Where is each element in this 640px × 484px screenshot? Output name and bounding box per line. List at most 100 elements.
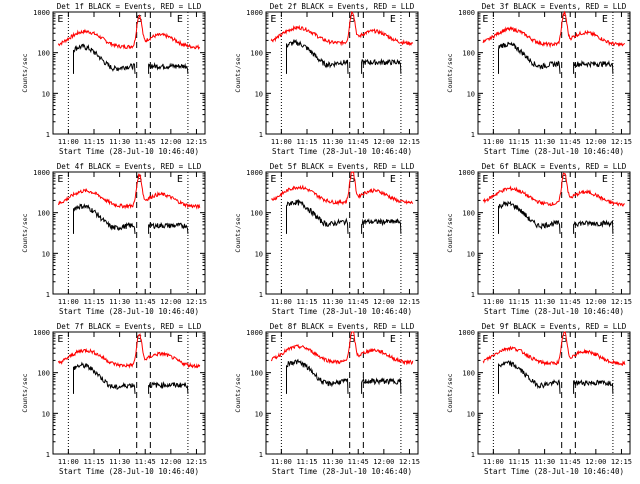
ytick-label: 1 [46, 451, 50, 459]
panel-det-9: Det 9f BLACK = Events, RED = LLD 1 10 100 10… [446, 322, 632, 476]
xtick-label: 12:00 [160, 298, 181, 306]
panel-det-6: Det 6f BLACK = Events, RED = LLD 1 10 100 10… [446, 162, 632, 316]
xtick-label: 12:15 [186, 458, 207, 466]
series-events-line [286, 198, 349, 234]
ytick-label: 100 [37, 210, 50, 218]
ytick-label: 1 [259, 131, 263, 139]
xtick-label: 11:30 [109, 138, 130, 146]
plot-frame [52, 171, 206, 295]
ytick-label: 1 [259, 451, 263, 459]
series-lld-line [57, 173, 201, 210]
marker-label: E [177, 174, 183, 185]
y-axis-label: Counts/sec [446, 53, 454, 92]
xtick-label: 11:15 [508, 138, 529, 146]
ytick-label: 1000 [458, 329, 475, 337]
marker-label: S [136, 174, 142, 185]
xtick-label: 11:30 [109, 298, 130, 306]
series-events-line [73, 43, 136, 74]
xtick-label: 11:45 [135, 458, 156, 466]
panel-det-3: Det 3f BLACK = Events, RED = LLD 1 10 100 10… [446, 2, 632, 156]
xtick-label: 11:30 [534, 458, 555, 466]
plot-frame [52, 11, 206, 135]
ytick-label: 100 [462, 210, 475, 218]
ytick-label: 100 [462, 370, 475, 378]
ytick-label: 10 [255, 90, 263, 98]
panel-det-1: Det 1f BLACK = Events, RED = LLD 1 10 100 10… [21, 2, 207, 156]
marker-label: S [561, 334, 567, 345]
plot-frame [265, 331, 419, 455]
marker-label: S [349, 14, 355, 25]
series-lld-line [270, 10, 414, 47]
series-lld-line [482, 331, 626, 367]
xtick-label: 11:00 [483, 458, 504, 466]
series-events-line [286, 358, 349, 394]
ytick-label: 1 [471, 451, 475, 459]
marker-label: S [136, 14, 142, 25]
xtick-label: 11:30 [534, 138, 555, 146]
ytick-label: 1000 [246, 329, 263, 337]
xtick-label: 11:45 [135, 298, 156, 306]
xtick-label: 11:15 [296, 138, 317, 146]
xtick-label: 11:15 [508, 458, 529, 466]
ytick-label: 10 [467, 250, 475, 258]
xtick-label: 11:45 [348, 298, 369, 306]
xtick-label: 12:15 [611, 458, 632, 466]
y-axis-label: Counts/sec [21, 53, 29, 92]
x-axis-label: Start Time (28-Jul-10 10:46:40) [484, 147, 624, 156]
marker-label: S [349, 174, 355, 185]
series-events-line [286, 38, 349, 74]
marker-label: E [177, 334, 183, 345]
ytick-label: 1000 [33, 9, 50, 17]
ytick-label: 1 [471, 131, 475, 139]
xtick-label: 12:15 [611, 138, 632, 146]
plot-frame [265, 171, 419, 295]
ytick-label: 10 [255, 410, 263, 418]
xtick-label: 11:15 [83, 138, 104, 146]
x-axis-label: Start Time (28-Jul-10 10:46:40) [484, 467, 624, 476]
xtick-label: 11:30 [322, 138, 343, 146]
panel-title: Det 8f BLACK = Events, RED = LLD [270, 322, 415, 331]
xtick-label: 11:00 [58, 298, 79, 306]
panel-det-2: Det 2f BLACK = Events, RED = LLD 1 10 100 10… [234, 2, 420, 156]
y-axis-label: Counts/sec [21, 213, 29, 252]
ytick-label: 10 [42, 410, 50, 418]
ytick-label: 1 [46, 291, 50, 299]
x-axis-label: Start Time (28-Jul-10 10:46:40) [272, 147, 412, 156]
marker-label: S [561, 174, 567, 185]
plot-frame [477, 331, 631, 455]
xtick-label: 11:15 [296, 458, 317, 466]
ytick-label: 1000 [246, 9, 263, 17]
series-lld-line [482, 10, 626, 49]
panel-det-8: Det 8f BLACK = Events, RED = LLD 1 10 100 10… [234, 322, 420, 476]
series-events-line [498, 41, 561, 74]
plot-frame [477, 11, 631, 135]
panel-title: Det 5f BLACK = Events, RED = LLD [270, 162, 415, 171]
panel-det-4: Det 4f BLACK = Events, RED = LLD 1 10 100 10… [21, 162, 207, 316]
marker-label: E [270, 174, 276, 185]
xtick-label: 11:45 [348, 458, 369, 466]
xtick-label: 11:00 [58, 458, 79, 466]
ytick-label: 10 [42, 90, 50, 98]
xtick-label: 12:00 [373, 298, 394, 306]
plot-frame [52, 331, 206, 455]
xtick-label: 12:00 [373, 458, 394, 466]
marker-label: E [270, 14, 276, 25]
panel-title: Det 4f BLACK = Events, RED = LLD [57, 162, 202, 171]
ytick-label: 10 [255, 250, 263, 258]
x-axis-label: Start Time (28-Jul-10 10:46:40) [59, 467, 199, 476]
y-axis-label: Counts/sec [234, 213, 242, 252]
panel-title: Det 3f BLACK = Events, RED = LLD [482, 2, 627, 11]
marker-label: E [482, 174, 488, 185]
xtick-label: 11:30 [322, 298, 343, 306]
xtick-label: 11:00 [271, 298, 292, 306]
xtick-label: 11:45 [135, 138, 156, 146]
xtick-label: 11:00 [58, 138, 79, 146]
series-events-line [498, 200, 561, 234]
series-events-line [498, 359, 561, 394]
ytick-label: 10 [467, 410, 475, 418]
marker-label: E [390, 174, 396, 185]
plot-frame [477, 171, 631, 295]
xtick-label: 11:45 [560, 298, 581, 306]
